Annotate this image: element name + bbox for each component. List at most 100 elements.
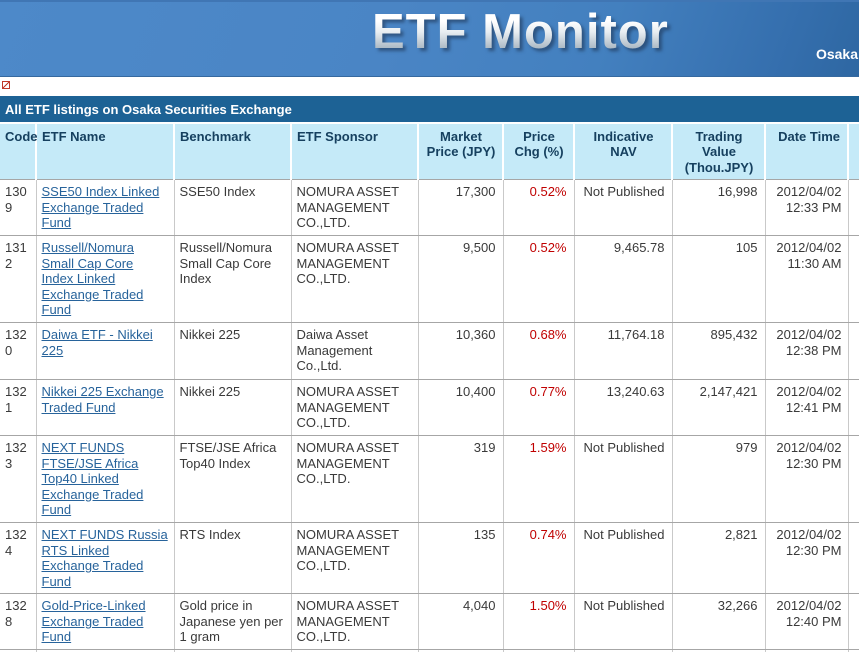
benchmark-cell: Russell/Nomura Small Cap Core Index bbox=[174, 235, 292, 323]
table-row: 1323 NEXT FUNDS FTSE/JSE Africa Top40 Li… bbox=[0, 435, 859, 523]
market-price-cell: 17,300 bbox=[418, 179, 504, 236]
table-row: 1321 Nikkei 225 Exchange Traded Fund Nik… bbox=[0, 379, 859, 436]
etf-name-cell: Gold-Price-Linked Exchange Traded Fund bbox=[36, 593, 175, 651]
code-cell: 1312 bbox=[0, 235, 37, 323]
listing-header-bar: All ETF listings on Osaka Securities Exc… bbox=[0, 96, 859, 122]
trading-value-cell: 979 bbox=[672, 435, 766, 523]
sponsor-cell: NOMURA ASSET MANAGEMENT CO.,LTD. bbox=[291, 179, 419, 236]
top-banner: ETF Monitor Osaka bbox=[0, 0, 859, 77]
indicative-nav-cell: Not Published bbox=[574, 522, 673, 595]
market-price-cell: 9,500 bbox=[418, 235, 504, 323]
clipped-cell bbox=[848, 179, 859, 236]
market-price-cell: 10,390 bbox=[418, 649, 504, 652]
trading-value-cell: 270,022 bbox=[672, 649, 766, 652]
market-price-cell: 319 bbox=[418, 435, 504, 523]
clipped-cell bbox=[848, 435, 859, 523]
datetime-cell: 2012/04/02 12:30 PM bbox=[765, 435, 849, 523]
table-header-row: Code ETF Name Benchmark ETF Sponsor Mark… bbox=[0, 121, 859, 180]
table-row: 1312 Russell/Nomura Small Cap Core Index… bbox=[0, 235, 859, 323]
date-text: 2012/04/02 bbox=[776, 239, 842, 255]
etf-name-cell: MAXIS NIKKEI225 ETF bbox=[36, 649, 175, 652]
column-header-etf-name: ETF Name bbox=[36, 121, 175, 180]
market-price-cell: 4,040 bbox=[418, 593, 504, 651]
column-header-date-time: Date Time bbox=[765, 121, 849, 180]
column-header-market-price: Market Price (JPY) bbox=[418, 121, 504, 180]
table-row: 1328 Gold-Price-Linked Exchange Traded F… bbox=[0, 593, 859, 651]
table-row: 1320 Daiwa ETF - Nikkei 225 Nikkei 225 D… bbox=[0, 322, 859, 380]
sponsor-cell: NOMURA ASSET MANAGEMENT CO.,LTD. bbox=[291, 593, 419, 651]
column-header-price-chg: Price Chg (%) bbox=[503, 121, 575, 180]
clipped-cell bbox=[848, 235, 859, 323]
sponsor-cell: Daiwa Asset Management Co.,Ltd. bbox=[291, 322, 419, 380]
page-title: ETF Monitor bbox=[372, 5, 669, 59]
benchmark-cell: Nikkei 225 bbox=[174, 379, 292, 436]
code-cell: 1309 bbox=[0, 179, 37, 236]
benchmark-cell: Nikkei 225 bbox=[174, 649, 292, 652]
table-row: 1346 MAXIS NIKKEI225 ETF Nikkei 225 Mits… bbox=[0, 649, 859, 652]
price-chg-cell: 0.52% bbox=[503, 179, 575, 236]
indicative-nav-cell: Not Published bbox=[574, 435, 673, 523]
code-cell: 1328 bbox=[0, 593, 37, 651]
column-header-clipped bbox=[848, 121, 859, 180]
missing-image-icon bbox=[2, 81, 10, 89]
date-text: 2012/04/02 bbox=[776, 326, 842, 342]
datetime-cell: 2012/04/02 12:33 PM bbox=[765, 179, 849, 236]
date-text: 2012/04/02 bbox=[776, 383, 842, 399]
etf-name-cell: SSE50 Index Linked Exchange Traded Fund bbox=[36, 179, 175, 236]
etf-name-link[interactable]: NEXT FUNDS FTSE/JSE Africa Top40 Linked … bbox=[41, 439, 144, 518]
indicative-nav-cell: Not Published bbox=[574, 593, 673, 651]
price-chg-cell: 1.59% bbox=[503, 435, 575, 523]
price-chg-cell: 0.87% bbox=[503, 649, 575, 652]
column-header-indicative-nav: Indicative NAV bbox=[574, 121, 673, 180]
etf-name-cell: NEXT FUNDS FTSE/JSE Africa Top40 Linked … bbox=[36, 435, 175, 523]
code-cell: 1323 bbox=[0, 435, 37, 523]
trading-value-cell: 105 bbox=[672, 235, 766, 323]
date-text: 2012/04/02 bbox=[776, 598, 842, 614]
trading-value-cell: 2,147,421 bbox=[672, 379, 766, 436]
indicative-nav-cell: 11,764.18 bbox=[574, 322, 673, 380]
sponsor-cell: NOMURA ASSET MANAGEMENT CO.,LTD. bbox=[291, 379, 419, 436]
price-chg-cell: 0.77% bbox=[503, 379, 575, 436]
trading-value-cell: 895,432 bbox=[672, 322, 766, 380]
clipped-cell bbox=[848, 379, 859, 436]
clipped-cell bbox=[848, 322, 859, 380]
clipped-cell bbox=[848, 649, 859, 652]
etf-name-cell: Daiwa ETF - Nikkei 225 bbox=[36, 322, 175, 380]
table-row: 1309 SSE50 Index Linked Exchange Traded … bbox=[0, 179, 859, 236]
column-header-code: Code bbox=[0, 121, 38, 180]
code-cell: 1321 bbox=[0, 379, 37, 436]
etf-name-link[interactable]: Gold-Price-Linked Exchange Traded Fund bbox=[41, 598, 146, 645]
time-text: 12:30 PM bbox=[785, 455, 842, 471]
sponsor-cell: NOMURA ASSET MANAGEMENT CO.,LTD. bbox=[291, 435, 419, 523]
etf-name-cell: Russell/Nomura Small Cap Core Index Link… bbox=[36, 235, 175, 323]
etf-name-link[interactable]: Daiwa ETF - Nikkei 225 bbox=[41, 326, 153, 358]
time-text: 12:33 PM bbox=[785, 199, 842, 215]
etf-name-link[interactable]: Russell/Nomura Small Cap Core Index Link… bbox=[41, 239, 144, 318]
time-text: 12:38 PM bbox=[785, 342, 842, 358]
etf-name-link[interactable]: Nikkei 225 Exchange Traded Fund bbox=[41, 383, 164, 415]
etf-name-link[interactable]: SSE50 Index Linked Exchange Traded Fund bbox=[41, 183, 160, 231]
code-cell: 1346 bbox=[0, 649, 37, 652]
banner-gap bbox=[0, 77, 859, 96]
column-header-etf-sponsor: ETF Sponsor bbox=[291, 121, 419, 180]
benchmark-cell: RTS Index bbox=[174, 522, 292, 595]
price-chg-cell: 1.50% bbox=[503, 593, 575, 651]
datetime-cell: 2012/04/02 12:30 PM bbox=[765, 522, 849, 595]
indicative-nav-cell: 13,240.63 bbox=[574, 379, 673, 436]
datetime-cell: 2012/04/02 12:41 PM bbox=[765, 379, 849, 436]
etf-name-link[interactable]: NEXT FUNDS Russia RTS Linked Exchange Tr… bbox=[41, 526, 168, 589]
column-header-benchmark: Benchmark bbox=[174, 121, 292, 180]
market-price-cell: 10,360 bbox=[418, 322, 504, 380]
clipped-cell bbox=[848, 593, 859, 651]
benchmark-cell: Nikkei 225 bbox=[174, 322, 292, 380]
time-text: 12:40 PM bbox=[785, 613, 842, 629]
date-text: 2012/04/02 bbox=[776, 183, 842, 199]
clipped-cell bbox=[848, 522, 859, 595]
date-text: 2012/04/02 bbox=[776, 526, 842, 542]
etf-table-body: 1309 SSE50 Index Linked Exchange Traded … bbox=[0, 179, 859, 652]
column-header-trading-value: Trading Value (Thou.JPY) bbox=[672, 121, 766, 180]
datetime-cell: 2012/04/02 12:40 PM bbox=[765, 593, 849, 651]
benchmark-cell: SSE50 Index bbox=[174, 179, 292, 236]
datetime-cell: 2012/04/02 12:40 PM bbox=[765, 649, 849, 652]
sponsor-cell: NOMURA ASSET MANAGEMENT CO.,LTD. bbox=[291, 235, 419, 323]
